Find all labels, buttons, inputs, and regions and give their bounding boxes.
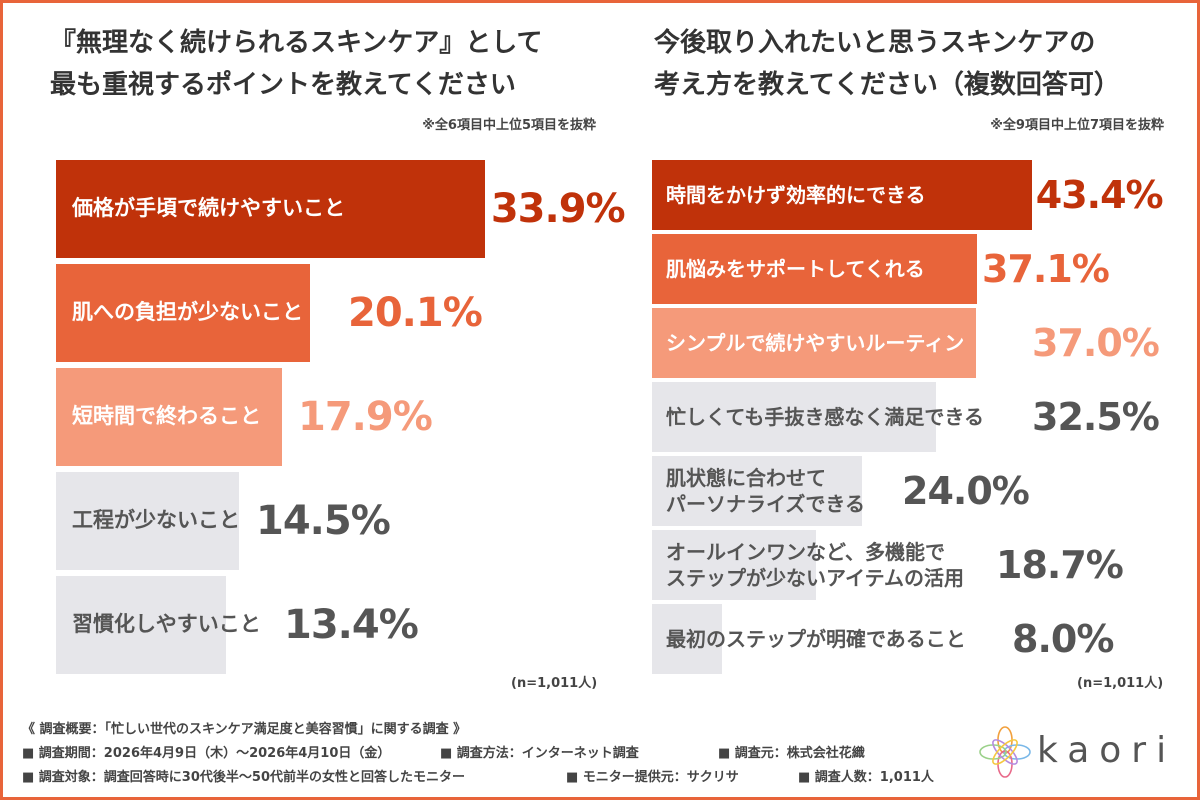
survey-source: ■ 調査元：株式会社花織 bbox=[718, 746, 865, 761]
bar-3 bbox=[652, 308, 976, 378]
bar-label-4: 忙しくても手抜き感なく満足できる bbox=[666, 405, 984, 429]
right-chart-note: ※全9項目中上位7項目を抜粋 bbox=[990, 118, 1164, 133]
bar-1 bbox=[652, 160, 1032, 230]
survey-summary: 《 調査概要：「忙しい世代のスキンケア満足度と美容習慣」に関する調査 》 bbox=[22, 722, 467, 737]
bar-label-5: 習慣化しやすいこと bbox=[72, 612, 261, 637]
bar-value-3: 17.9% bbox=[298, 394, 433, 440]
survey-count: ■ 調査人数：1,011人 bbox=[798, 770, 934, 785]
bar-2 bbox=[652, 234, 977, 304]
bar-value-7: 8.0% bbox=[1012, 617, 1114, 662]
bar-value-3: 37.0% bbox=[1032, 321, 1160, 366]
bar-label-3: 短時間で終わること bbox=[72, 404, 261, 429]
bar-value-2: 20.1% bbox=[348, 290, 483, 336]
right-sample-size: (n=1,011人) bbox=[1077, 676, 1164, 691]
bar-label-2: 肌への負担が少ないこと bbox=[72, 300, 303, 325]
kaori-logo: kaori bbox=[975, 722, 1175, 782]
bar-value-5: 13.4% bbox=[284, 602, 419, 648]
left-title-line1: 『無理なく続けられるスキンケア』として bbox=[50, 28, 543, 58]
bar-7 bbox=[652, 604, 722, 674]
bar-label-2: 肌悩みをサポートしてくれる bbox=[666, 257, 925, 281]
left-chart-title: 『無理なく続けられるスキンケア』として 最も重視するポイントを教えてください bbox=[50, 22, 542, 106]
bar-6 bbox=[652, 530, 816, 600]
bar-value-5: 24.0% bbox=[902, 469, 1030, 514]
bar-1 bbox=[56, 160, 485, 258]
bar-5 bbox=[652, 456, 862, 526]
bar-label-7: 最初のステップが明確であること bbox=[666, 627, 966, 651]
bar-label-1: 時間をかけず効率的にできる bbox=[666, 183, 926, 207]
bar-label-4: 工程が少ないこと bbox=[72, 508, 240, 533]
bar-value-6: 18.7% bbox=[996, 543, 1124, 588]
bar-label-1: 価格が手頃で続けやすいこと bbox=[72, 196, 345, 221]
bar-3 bbox=[56, 368, 283, 466]
right-title-line2: 考え方を教えてください（複数回答可） bbox=[654, 70, 1120, 100]
bar-2 bbox=[56, 264, 311, 362]
bar-value-1: 33.9% bbox=[490, 186, 626, 232]
bar-5 bbox=[56, 576, 226, 674]
survey-target: ■ 調査対象：調査回答時に30代後半〜50代前半の女性と回答したモニター bbox=[22, 770, 465, 785]
flower-logo-icon bbox=[979, 726, 1031, 778]
bar-value-4: 14.5% bbox=[256, 498, 391, 544]
bar-value-4: 32.5% bbox=[1032, 395, 1160, 440]
survey-provider: ■ モニター提供元：サクリサ bbox=[566, 770, 739, 785]
bar-4 bbox=[56, 472, 240, 570]
left-chart-note: ※全6項目中上位5項目を抜粋 bbox=[422, 118, 596, 133]
bar-label-6: オールインワンなど、多機能で ステップが少ないアイテムの活用 bbox=[666, 540, 964, 590]
bar-value-1: 43.4% bbox=[1035, 173, 1164, 218]
bar-label-5: 肌状態に合わせて パーソナライズできる bbox=[666, 466, 865, 516]
survey-period: ■ 調査期間：2026年4月9日（木）〜2026年4月10日（金） bbox=[22, 746, 391, 761]
bar-label-3: シンプルで続けやすいルーティン bbox=[666, 331, 965, 355]
survey-method: ■ 調査方法：インターネット調査 bbox=[440, 746, 639, 761]
left-title-line2: 最も重視するポイントを教えてください bbox=[50, 70, 516, 100]
bar-value-2: 37.1% bbox=[982, 247, 1110, 292]
bar-4 bbox=[652, 382, 937, 452]
logo-text: kaori bbox=[1037, 730, 1177, 771]
right-title-line1: 今後取り入れたいと思うスキンケアの bbox=[654, 28, 1096, 58]
left-sample-size: (n=1,011人) bbox=[511, 676, 598, 691]
right-chart-title: 今後取り入れたいと思うスキンケアの 考え方を教えてください（複数回答可） bbox=[654, 22, 1120, 106]
